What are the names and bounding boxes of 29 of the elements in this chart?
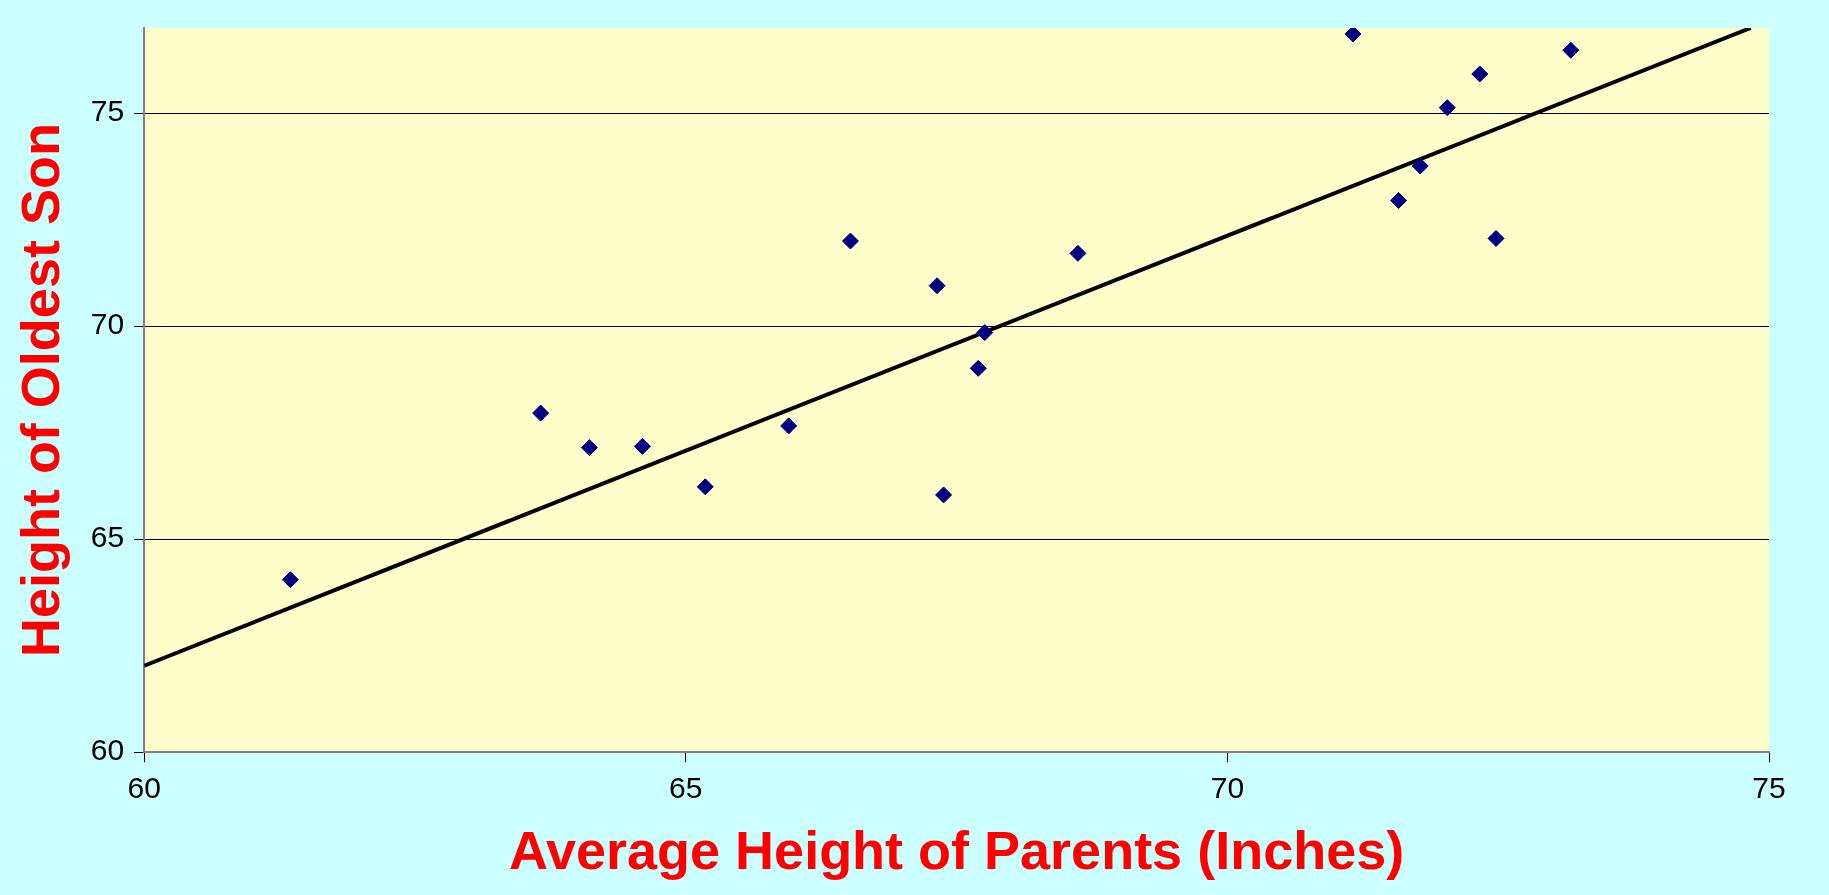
point [1390, 192, 1408, 210]
point [532, 404, 550, 422]
point [696, 478, 714, 496]
point [1438, 99, 1456, 117]
point [1069, 244, 1087, 262]
point [935, 486, 953, 504]
point [976, 324, 994, 342]
point [1471, 65, 1489, 83]
point [633, 437, 651, 455]
point [281, 571, 299, 589]
x-axis-title: Average Height of Parents (Inches) [508, 820, 1405, 881]
x-tick-label: 70 [1210, 771, 1245, 805]
point [780, 417, 798, 435]
point [928, 277, 946, 295]
point [1411, 157, 1429, 175]
y-axis-title: Height of Oldest Son [10, 123, 71, 658]
y-tick-label: 70 [90, 307, 125, 341]
x-tick-label: 60 [127, 771, 161, 805]
point [969, 359, 987, 377]
y-tick-label: 75 [90, 94, 125, 128]
x-tick-label: 65 [669, 771, 703, 805]
point [580, 439, 598, 457]
point [841, 232, 859, 250]
y-tick-label: 65 [90, 520, 125, 554]
point [1487, 229, 1505, 247]
y-tick-label: 60 [90, 733, 125, 767]
point [1344, 28, 1362, 43]
x-tick-label: 75 [1752, 771, 1786, 805]
point [1562, 41, 1580, 59]
